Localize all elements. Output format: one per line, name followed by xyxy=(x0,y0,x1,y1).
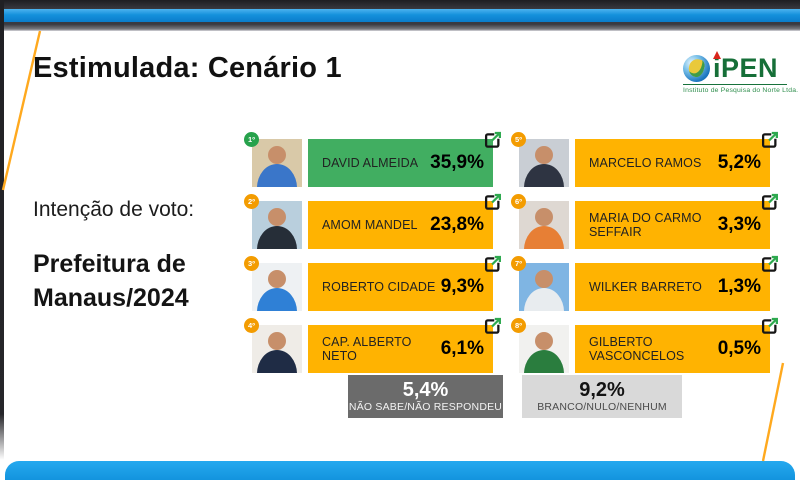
logo-wordmark: iPEN xyxy=(713,51,779,83)
result-bar: WILKER BARRETO 1,3% xyxy=(575,263,770,311)
blank-null-label: BRANCO/NULO/NENHUM xyxy=(537,401,667,413)
blank-null-percentage: 9,2% xyxy=(579,379,625,401)
external-link-icon[interactable] xyxy=(759,316,780,337)
candidate-percentage: 9,3% xyxy=(440,276,484,297)
rank-badge: 8º xyxy=(511,318,526,333)
rank-badge: 4º xyxy=(244,318,259,333)
candidate-name: ROBERTO CIDADE xyxy=(322,279,436,294)
logo-tagline: Instituto de Pesquisa do Norte Ltda. xyxy=(683,86,799,94)
bottom-footer-bar xyxy=(5,461,795,480)
candidate-percentage: 0,5% xyxy=(717,338,761,359)
external-link-icon[interactable] xyxy=(482,254,503,275)
left-edge-strip xyxy=(0,0,4,460)
candidate-card: 7º WILKER BARRETO 1,3% xyxy=(511,255,778,311)
result-bar: MARIA DO CARMO SEFFAIR 3,3% xyxy=(575,201,770,249)
dont-know-box: 5,4% NÃO SABE/NÃO RESPONDEU xyxy=(348,375,503,418)
external-link-icon[interactable] xyxy=(482,192,503,213)
candidate-photo xyxy=(252,139,302,187)
result-bar: ROBERTO CIDADE 9,3% xyxy=(308,263,493,311)
intro-title-line1: Prefeitura de xyxy=(33,250,186,278)
header-blue-stripe xyxy=(0,9,800,22)
candidate-photo xyxy=(252,325,302,373)
intro-label: Intenção de voto: xyxy=(33,198,195,221)
ipen-logo: iPEN Instituto de Pesquisa do Norte Ltda… xyxy=(683,51,799,94)
page-title: Estimulada: Cenário 1 xyxy=(33,52,342,84)
rank-badge: 7º xyxy=(511,256,526,271)
candidate-name: GILBERTO VASCONCELOS xyxy=(589,334,685,363)
candidate-photo xyxy=(519,325,569,373)
candidate-card: 2º AMOM MANDEL 23,8% xyxy=(244,193,501,249)
candidate-name: MARCELO RAMOS xyxy=(589,155,702,170)
top-header-bar xyxy=(0,0,800,31)
external-link-icon[interactable] xyxy=(759,130,780,151)
rank-badge: 5º xyxy=(511,132,526,147)
result-bar: GILBERTO VASCONCELOS 0,5% xyxy=(575,325,770,373)
logo-divider xyxy=(683,84,787,85)
candidate-card: 6º MARIA DO CARMO SEFFAIR 3,3% xyxy=(511,193,778,249)
candidate-percentage: 23,8% xyxy=(430,214,484,235)
external-link-icon[interactable] xyxy=(482,316,503,337)
result-bar: MARCELO RAMOS 5,2% xyxy=(575,139,770,187)
candidate-photo xyxy=(519,201,569,249)
candidate-name: CAP. ALBERTO NETO xyxy=(322,334,412,363)
candidate-percentage: 3,3% xyxy=(717,214,761,235)
candidate-percentage: 35,9% xyxy=(430,152,484,173)
candidate-photo xyxy=(252,201,302,249)
rank-badge: 1º xyxy=(244,132,259,147)
candidate-photo xyxy=(519,263,569,311)
candidate-name: WILKER BARRETO xyxy=(589,279,702,294)
candidate-percentage: 6,1% xyxy=(440,338,484,359)
rank-badge: 3º xyxy=(244,256,259,271)
candidate-card: 5º MARCELO RAMOS 5,2% xyxy=(511,131,778,187)
candidate-card: 1º DAVID ALMEIDA 35,9% xyxy=(244,131,501,187)
candidate-card: 3º ROBERTO CIDADE 9,3% xyxy=(244,255,501,311)
candidate-photo xyxy=(519,139,569,187)
result-bar: DAVID ALMEIDA 35,9% xyxy=(308,139,493,187)
candidate-percentage: 1,3% xyxy=(717,276,761,297)
globe-icon xyxy=(683,55,710,82)
candidate-name: DAVID ALMEIDA xyxy=(322,155,419,170)
candidate-card: 4º CAP. ALBERTO NETO 6,1% xyxy=(244,317,501,373)
dont-know-label: NÃO SABE/NÃO RESPONDEU xyxy=(348,401,503,413)
dont-know-percentage: 5,4% xyxy=(402,379,449,401)
rank-badge: 6º xyxy=(511,194,526,209)
logo-letters-pen: PEN xyxy=(721,53,779,83)
external-link-icon[interactable] xyxy=(482,130,503,151)
external-link-icon[interactable] xyxy=(759,254,780,275)
rank-badge: 2º xyxy=(244,194,259,209)
candidate-percentage: 5,2% xyxy=(717,152,761,173)
blank-null-box: 9,2% BRANCO/NULO/NENHUM xyxy=(522,375,682,418)
result-bar: AMOM MANDEL 23,8% xyxy=(308,201,493,249)
candidate-name: AMOM MANDEL xyxy=(322,217,418,232)
candidate-name: MARIA DO CARMO SEFFAIR xyxy=(589,210,702,239)
candidate-photo xyxy=(252,263,302,311)
intro-title-line2: Manaus/2024 xyxy=(33,284,189,312)
external-link-icon[interactable] xyxy=(759,192,780,213)
candidate-card: 8º GILBERTO VASCONCELOS 0,5% xyxy=(511,317,778,373)
result-bar: CAP. ALBERTO NETO 6,1% xyxy=(308,325,493,373)
candidate-grid: 1º DAVID ALMEIDA 35,9% 2º AMOM MANDEL 23… xyxy=(244,131,778,373)
logo-letter-i: i xyxy=(713,51,722,83)
